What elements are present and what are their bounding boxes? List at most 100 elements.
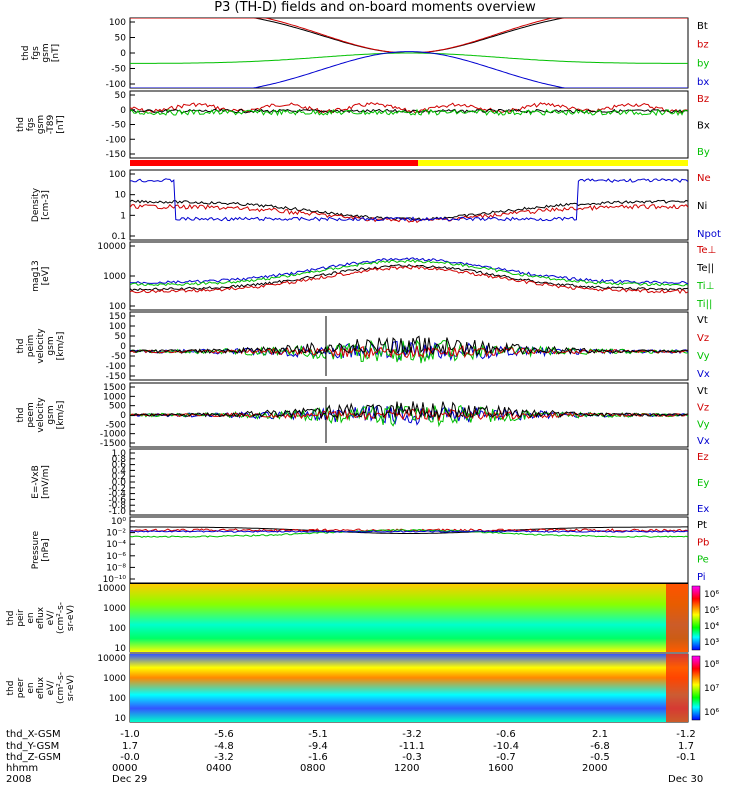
- y-axis-label-line: -T89: [46, 115, 56, 135]
- y-axis-label-line: eV/: [46, 610, 56, 626]
- legend-entry: Ez: [697, 452, 709, 463]
- y-axis-label-line: thd: [16, 339, 26, 354]
- color-bar-label: 10⁶: [704, 590, 719, 600]
- footer-value: Dec 30: [668, 774, 703, 785]
- legend-entry: Bz: [697, 94, 709, 105]
- y-axis-label-line: eflux: [36, 676, 46, 699]
- y-tick-label: 100: [109, 322, 126, 332]
- y-axis-label-line: gsm: [46, 405, 56, 424]
- footer-value: 0400: [206, 763, 231, 774]
- y-axis-label: Density [cm-3]: [31, 187, 51, 222]
- spectrogram: [130, 654, 688, 722]
- spectrogram-edge: [666, 654, 688, 722]
- legend-entry: Ey: [697, 478, 709, 489]
- footer-value: -0.0: [120, 752, 140, 763]
- footer-value: -0.3: [402, 752, 422, 763]
- y-tick-label: 50: [115, 34, 127, 44]
- y-axis-label-line: [nT]: [51, 44, 61, 62]
- y-tick-label: 0: [120, 106, 126, 116]
- panel-frame: [129, 241, 689, 311]
- panel-traces: [130, 178, 688, 224]
- trace-tipar: [130, 257, 688, 285]
- y-tick-label: 100: [109, 18, 126, 28]
- y-axis-label-line: en: [26, 682, 36, 693]
- y-tick-label: -50: [111, 121, 126, 131]
- spectrogram: [130, 584, 688, 652]
- y-tick-label: 100: [109, 624, 126, 634]
- y-tick-label: -0.6: [108, 495, 126, 505]
- legend-entry: Vz: [697, 333, 709, 344]
- y-axis-label-line: [eV]: [41, 267, 51, 286]
- footer-value: -1.2: [676, 729, 696, 740]
- y-axis-label: Pressure [nPa]: [31, 530, 51, 569]
- y-tick-label: 10⁰: [111, 517, 126, 527]
- panel-traces: [130, 584, 688, 652]
- y-axis-label-line: Density: [31, 187, 41, 222]
- y-axis-label-line: thd: [6, 611, 16, 626]
- trace-pt: [130, 526, 688, 534]
- panel-efld: E=-VxB [mV/m] 1.00.80.60.40.20.0-0.2-0.4-0…: [31, 448, 709, 517]
- panel-espec: thd peer en eflux eV/(cm²-s-sr-eV) 10000 1000 1…: [6, 653, 719, 724]
- y-tick-label: 10000: [97, 654, 126, 664]
- footer-value: -9.4: [308, 741, 328, 752]
- legend-entry: Vy: [697, 419, 710, 430]
- footer-value: -0.5: [590, 752, 610, 763]
- y-axis-label-line: mag13: [31, 260, 41, 291]
- y-tick-label: -100: [106, 362, 127, 372]
- legend-entry: Ex: [697, 504, 709, 515]
- footer-value: Dec 29: [112, 774, 147, 785]
- trace-vt: [130, 401, 688, 420]
- footer-value: -0.7: [496, 752, 516, 763]
- y-axis-label-line: [km/s]: [56, 332, 66, 361]
- status-bar-red: [130, 160, 418, 166]
- legend-entry: by: [697, 58, 709, 69]
- panel-ispec: thd peir en eflux eV/(cm²-s-sr-eV) 10000 1000 1…: [6, 583, 719, 654]
- footer-value: -0.6: [496, 729, 516, 740]
- y-tick-label: 1000: [103, 272, 126, 282]
- y-tick-label: 1000: [103, 604, 126, 614]
- panel-dens: Density [cm-3] 100 10 1 0.1 Ne Ni Npot: [31, 169, 721, 242]
- y-axis-label-line: velocity: [36, 397, 46, 433]
- color-bar: [691, 585, 701, 651]
- legend-entry: Vx: [697, 369, 710, 380]
- footer-label: 2008: [6, 774, 31, 785]
- y-tick-label: 10000: [97, 584, 126, 594]
- y-axis-label: thd fgs gsm -T89 [nT]: [16, 115, 66, 135]
- y-tick-label: 1: [120, 211, 126, 221]
- footer-value: 1200: [394, 763, 419, 774]
- y-axis-label-line: velocity: [36, 328, 46, 364]
- legend-entry: Pi: [697, 572, 706, 583]
- legend-entry: By: [697, 147, 710, 158]
- trace-npot: [130, 178, 688, 222]
- footer-value: -6.8: [590, 741, 610, 752]
- y-tick-label: 0.0: [112, 478, 127, 488]
- y-tick-label: 0: [120, 342, 126, 352]
- footer-label: thd_X-GSM: [6, 729, 61, 740]
- footer-value: -10.4: [493, 741, 519, 752]
- footer-value: -11.1: [399, 741, 425, 752]
- legend-entry: Vx: [697, 436, 710, 447]
- y-axis-label-line: fgs: [31, 46, 41, 60]
- panel-frame: [129, 516, 689, 584]
- footer-value: 0000: [112, 763, 137, 774]
- panel-traces: [130, 257, 688, 295]
- footer-value: -3.2: [214, 752, 234, 763]
- y-tick-label: 0.4: [112, 466, 127, 476]
- footer-value: 0800: [300, 763, 325, 774]
- y-tick-label: 500: [109, 402, 126, 412]
- y-tick-label: 0.1: [112, 232, 126, 242]
- y-tick-label: 1500: [103, 383, 126, 393]
- y-axis-label: thd peir en eflux eV/(cm²-s-sr-eV): [6, 602, 76, 634]
- y-tick-label: -1500: [100, 439, 126, 449]
- y-axis-label-line: gsm: [46, 336, 56, 355]
- y-axis-label: thd peer en eflux eV/(cm²-s-sr-eV): [6, 672, 76, 704]
- footer-value: -5.6: [214, 729, 234, 740]
- y-axis-label-line: [nT]: [56, 115, 66, 133]
- y-axis-label-line: fgs: [26, 117, 36, 131]
- y-axis-label: thd peim velocity gsm [km/s]: [16, 328, 66, 364]
- footer-value: -1.6: [308, 752, 328, 763]
- legend-entry: Ti⊥: [696, 281, 714, 292]
- legend-entry: Bt: [697, 21, 708, 32]
- y-tick-label: -0.4: [108, 490, 126, 500]
- panel-traces: [130, 526, 688, 538]
